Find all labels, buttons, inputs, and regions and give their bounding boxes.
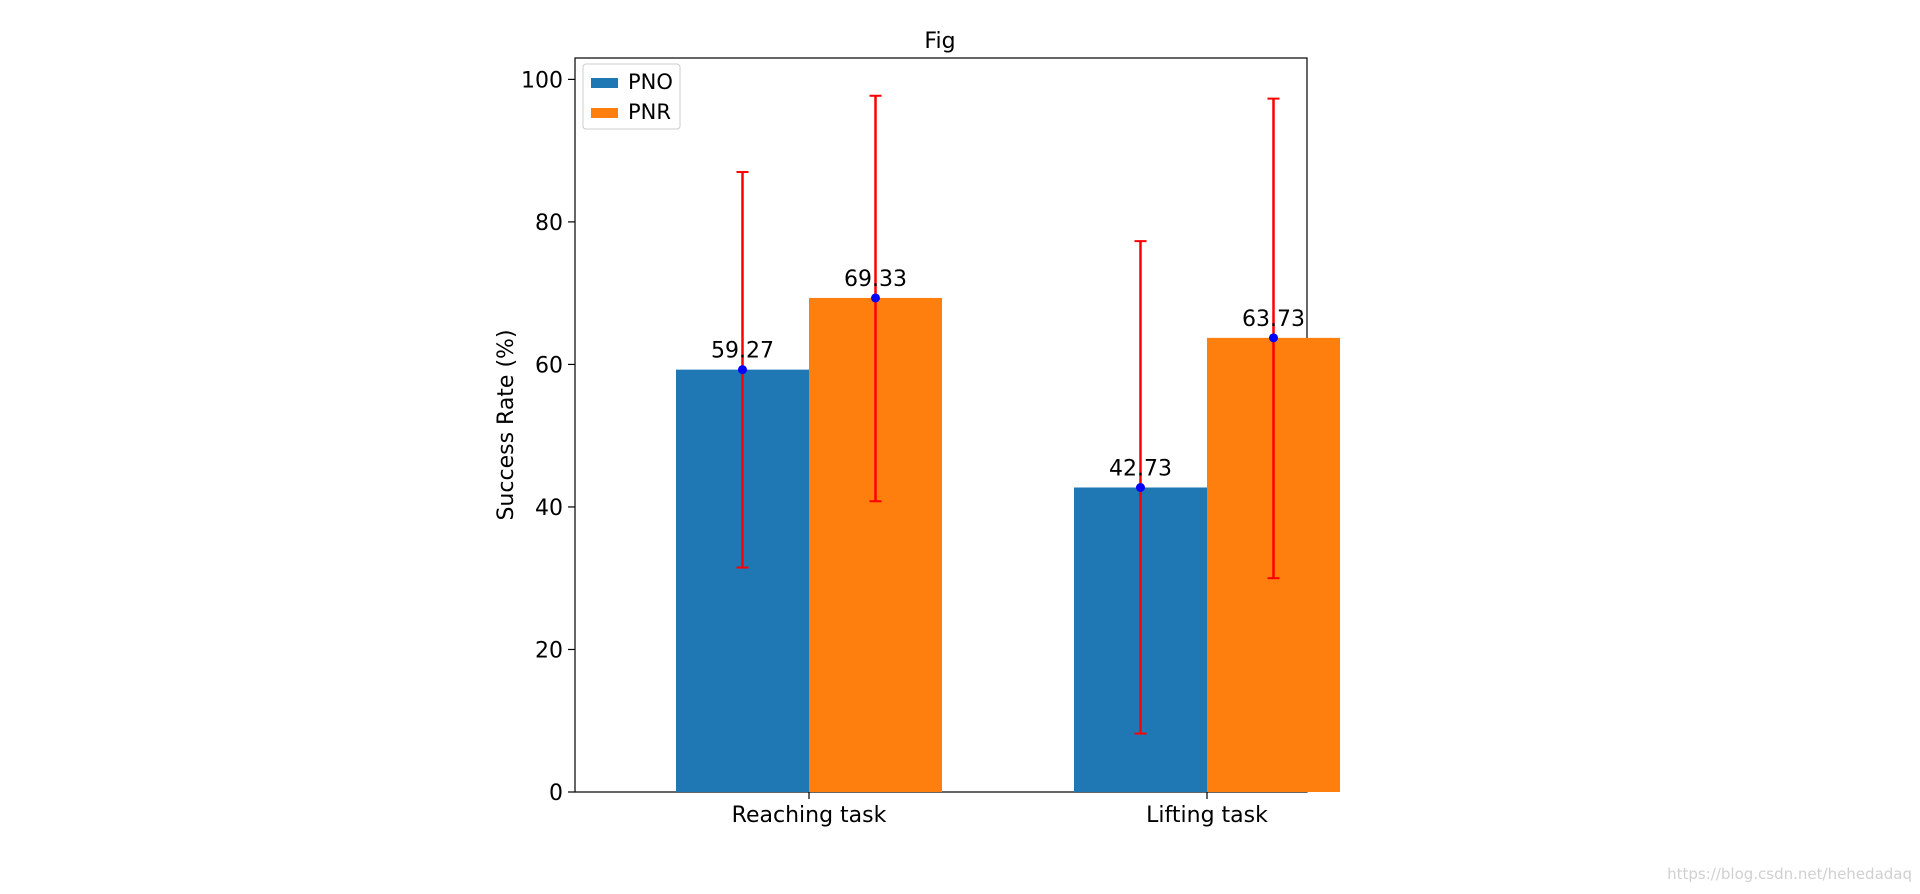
y-tick-label: 40 xyxy=(535,496,563,521)
legend: PNO PNR xyxy=(583,64,680,129)
chart-title: Fig xyxy=(924,29,955,54)
legend-swatch xyxy=(591,108,618,118)
y-tick-label: 80 xyxy=(535,211,563,236)
data-label: 42.73 xyxy=(1109,456,1172,481)
legend-label: PNO xyxy=(628,70,673,94)
x-tick-label: Lifting task xyxy=(1146,803,1268,828)
bars-layer xyxy=(676,298,1340,792)
y-tick-label: 60 xyxy=(535,353,563,378)
data-label: 63.73 xyxy=(1242,307,1305,332)
data-label: 69.33 xyxy=(844,267,907,292)
y-tick-label: 20 xyxy=(535,638,563,663)
y-axis-label: Success Rate (%) xyxy=(494,329,519,520)
y-tick-label: 0 xyxy=(549,781,563,806)
mean-marker xyxy=(871,293,880,302)
y-tick-label: 100 xyxy=(521,68,563,93)
mean-marker xyxy=(1136,483,1145,492)
data-label: 59.27 xyxy=(711,339,774,364)
legend-label: PNR xyxy=(628,100,671,124)
x-tick-label: Reaching task xyxy=(732,803,887,828)
watermark: https://blog.csdn.net/hehedadaq xyxy=(1667,865,1912,883)
legend-swatch xyxy=(591,78,618,88)
mean-marker xyxy=(738,365,747,374)
mean-marker xyxy=(1269,333,1278,342)
